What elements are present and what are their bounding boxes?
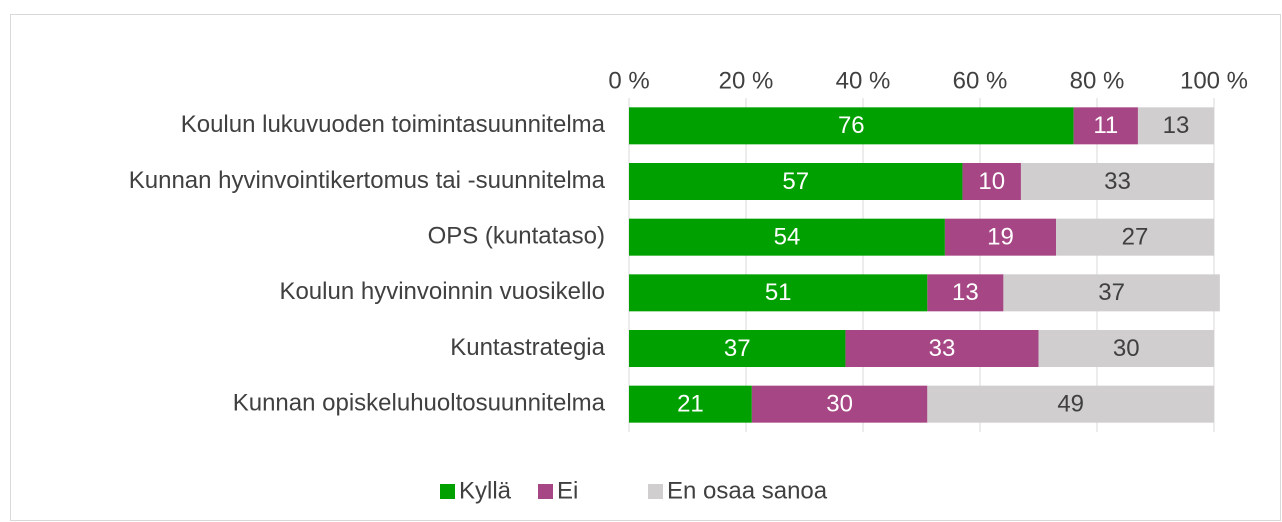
bar-segment xyxy=(927,385,1214,423)
x-tick-label: 20 % xyxy=(719,67,774,94)
data-label: 76 xyxy=(838,112,865,139)
bar-segment xyxy=(962,163,1021,200)
data-label: 51 xyxy=(765,279,792,306)
data-label: 21 xyxy=(677,391,704,418)
data-label: 37 xyxy=(1098,279,1125,306)
data-label: 11 xyxy=(1093,112,1118,139)
data-label: 33 xyxy=(929,335,956,362)
bar-segment xyxy=(629,330,846,367)
legend-swatch xyxy=(648,484,663,499)
chart-frame xyxy=(10,14,1281,521)
data-label: 49 xyxy=(1057,391,1084,418)
bar-segment xyxy=(1038,330,1214,367)
legend-swatch xyxy=(440,484,455,499)
data-label: 54 xyxy=(774,224,801,251)
data-label: 37 xyxy=(724,335,751,362)
data-label: 10 xyxy=(978,168,1005,195)
bar-segment xyxy=(629,274,928,312)
legend-label: En osaa sanoa xyxy=(667,477,828,504)
bar-segment xyxy=(845,330,1039,367)
bar-segment xyxy=(629,107,1074,145)
bar-segment xyxy=(1020,163,1214,200)
data-label: 30 xyxy=(1113,335,1140,362)
data-label: 33 xyxy=(1104,168,1131,195)
bar-segment xyxy=(1137,107,1214,145)
legend-swatch xyxy=(538,484,553,499)
bar-segment xyxy=(629,218,945,256)
x-tick-label: 40 % xyxy=(836,67,891,94)
legend-label: Kyllä xyxy=(459,477,512,504)
y-tick-label: Koulun lukuvuoden toimintasuunnitelma xyxy=(181,111,606,138)
data-label: 13 xyxy=(952,279,979,306)
bar-segment xyxy=(944,218,1057,256)
y-tick-label: Kuntastrategia xyxy=(450,334,605,361)
x-tick-label: 60 % xyxy=(953,67,1008,94)
y-tick-label: Kunnan hyvinvointikertomus tai -suunnite… xyxy=(129,167,606,194)
x-tick-label: 80 % xyxy=(1070,67,1125,94)
data-label: 30 xyxy=(826,391,853,418)
bar-segment xyxy=(1056,218,1214,256)
bar-segment xyxy=(751,385,928,423)
data-label: 19 xyxy=(987,224,1014,251)
y-tick-label: Koulun hyvinvoinnin vuosikello xyxy=(279,278,605,305)
data-label: 57 xyxy=(782,168,809,195)
data-label: 13 xyxy=(1163,112,1190,139)
bar-segment xyxy=(629,385,752,423)
bar-segment xyxy=(927,274,1004,312)
y-tick-label: OPS (kuntataso) xyxy=(428,223,605,250)
y-tick-label: Kunnan opiskeluhuoltosuunnitelma xyxy=(233,390,606,417)
legend-label: Ei xyxy=(557,477,578,504)
bar-segment xyxy=(629,163,963,200)
data-label: 27 xyxy=(1122,224,1149,251)
x-tick-label: 0 % xyxy=(608,67,649,94)
bar-segment xyxy=(1003,274,1220,312)
bar-segment xyxy=(1073,107,1138,145)
x-tick-label: 100 % xyxy=(1180,67,1248,94)
